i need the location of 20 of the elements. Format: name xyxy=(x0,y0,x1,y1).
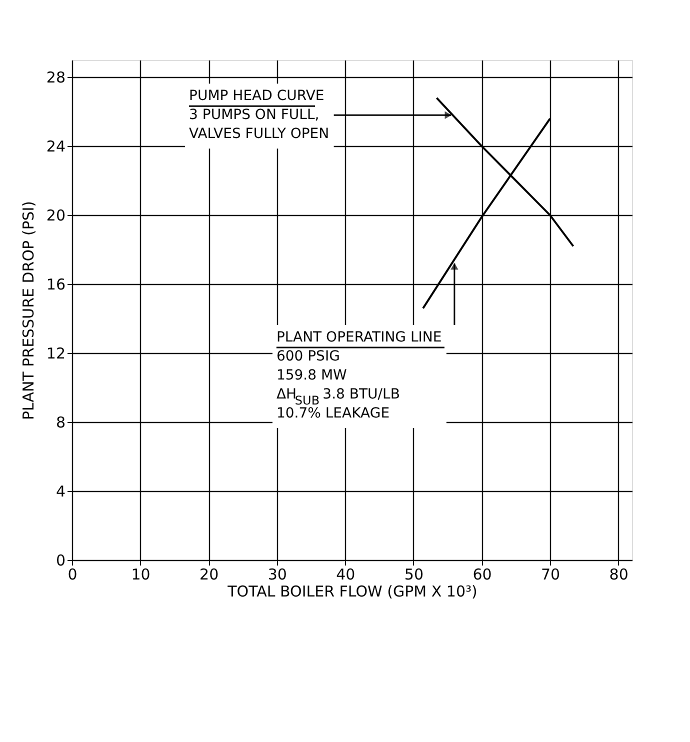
x-tick-label: 20 xyxy=(200,566,219,584)
y-tick-label: 28 xyxy=(46,68,66,87)
y-tick-label: 4 xyxy=(56,482,66,501)
y-tick-label: 24 xyxy=(46,138,66,156)
x-tick-label: 70 xyxy=(541,566,560,584)
annotation: PUMP HEAD CURVE 3 PUMPS ON FULL, VALVES FULLY OPEN xyxy=(189,88,330,142)
x-tick-label: 0 xyxy=(68,566,78,584)
y-tick-label: 12 xyxy=(46,344,66,363)
y-tick-label: 8 xyxy=(56,414,66,432)
x-tick-label: 80 xyxy=(609,566,628,584)
x-axis-title: TOTAL BOILER FLOW (GPM X 10³) xyxy=(226,582,478,600)
y-tick-label: 0 xyxy=(56,552,66,570)
x-tick-label: 30 xyxy=(268,566,287,584)
y-tick-label: 16 xyxy=(46,276,66,294)
y-axis-title: PLANT PRESSURE DROP (PSI) xyxy=(19,200,38,420)
x-tick-label: 40 xyxy=(336,566,356,584)
x-tick-label: 60 xyxy=(472,566,492,584)
x-tick-label: 50 xyxy=(404,566,424,584)
y-tick-label: 20 xyxy=(46,206,66,225)
x-tick-label: 10 xyxy=(131,566,150,584)
